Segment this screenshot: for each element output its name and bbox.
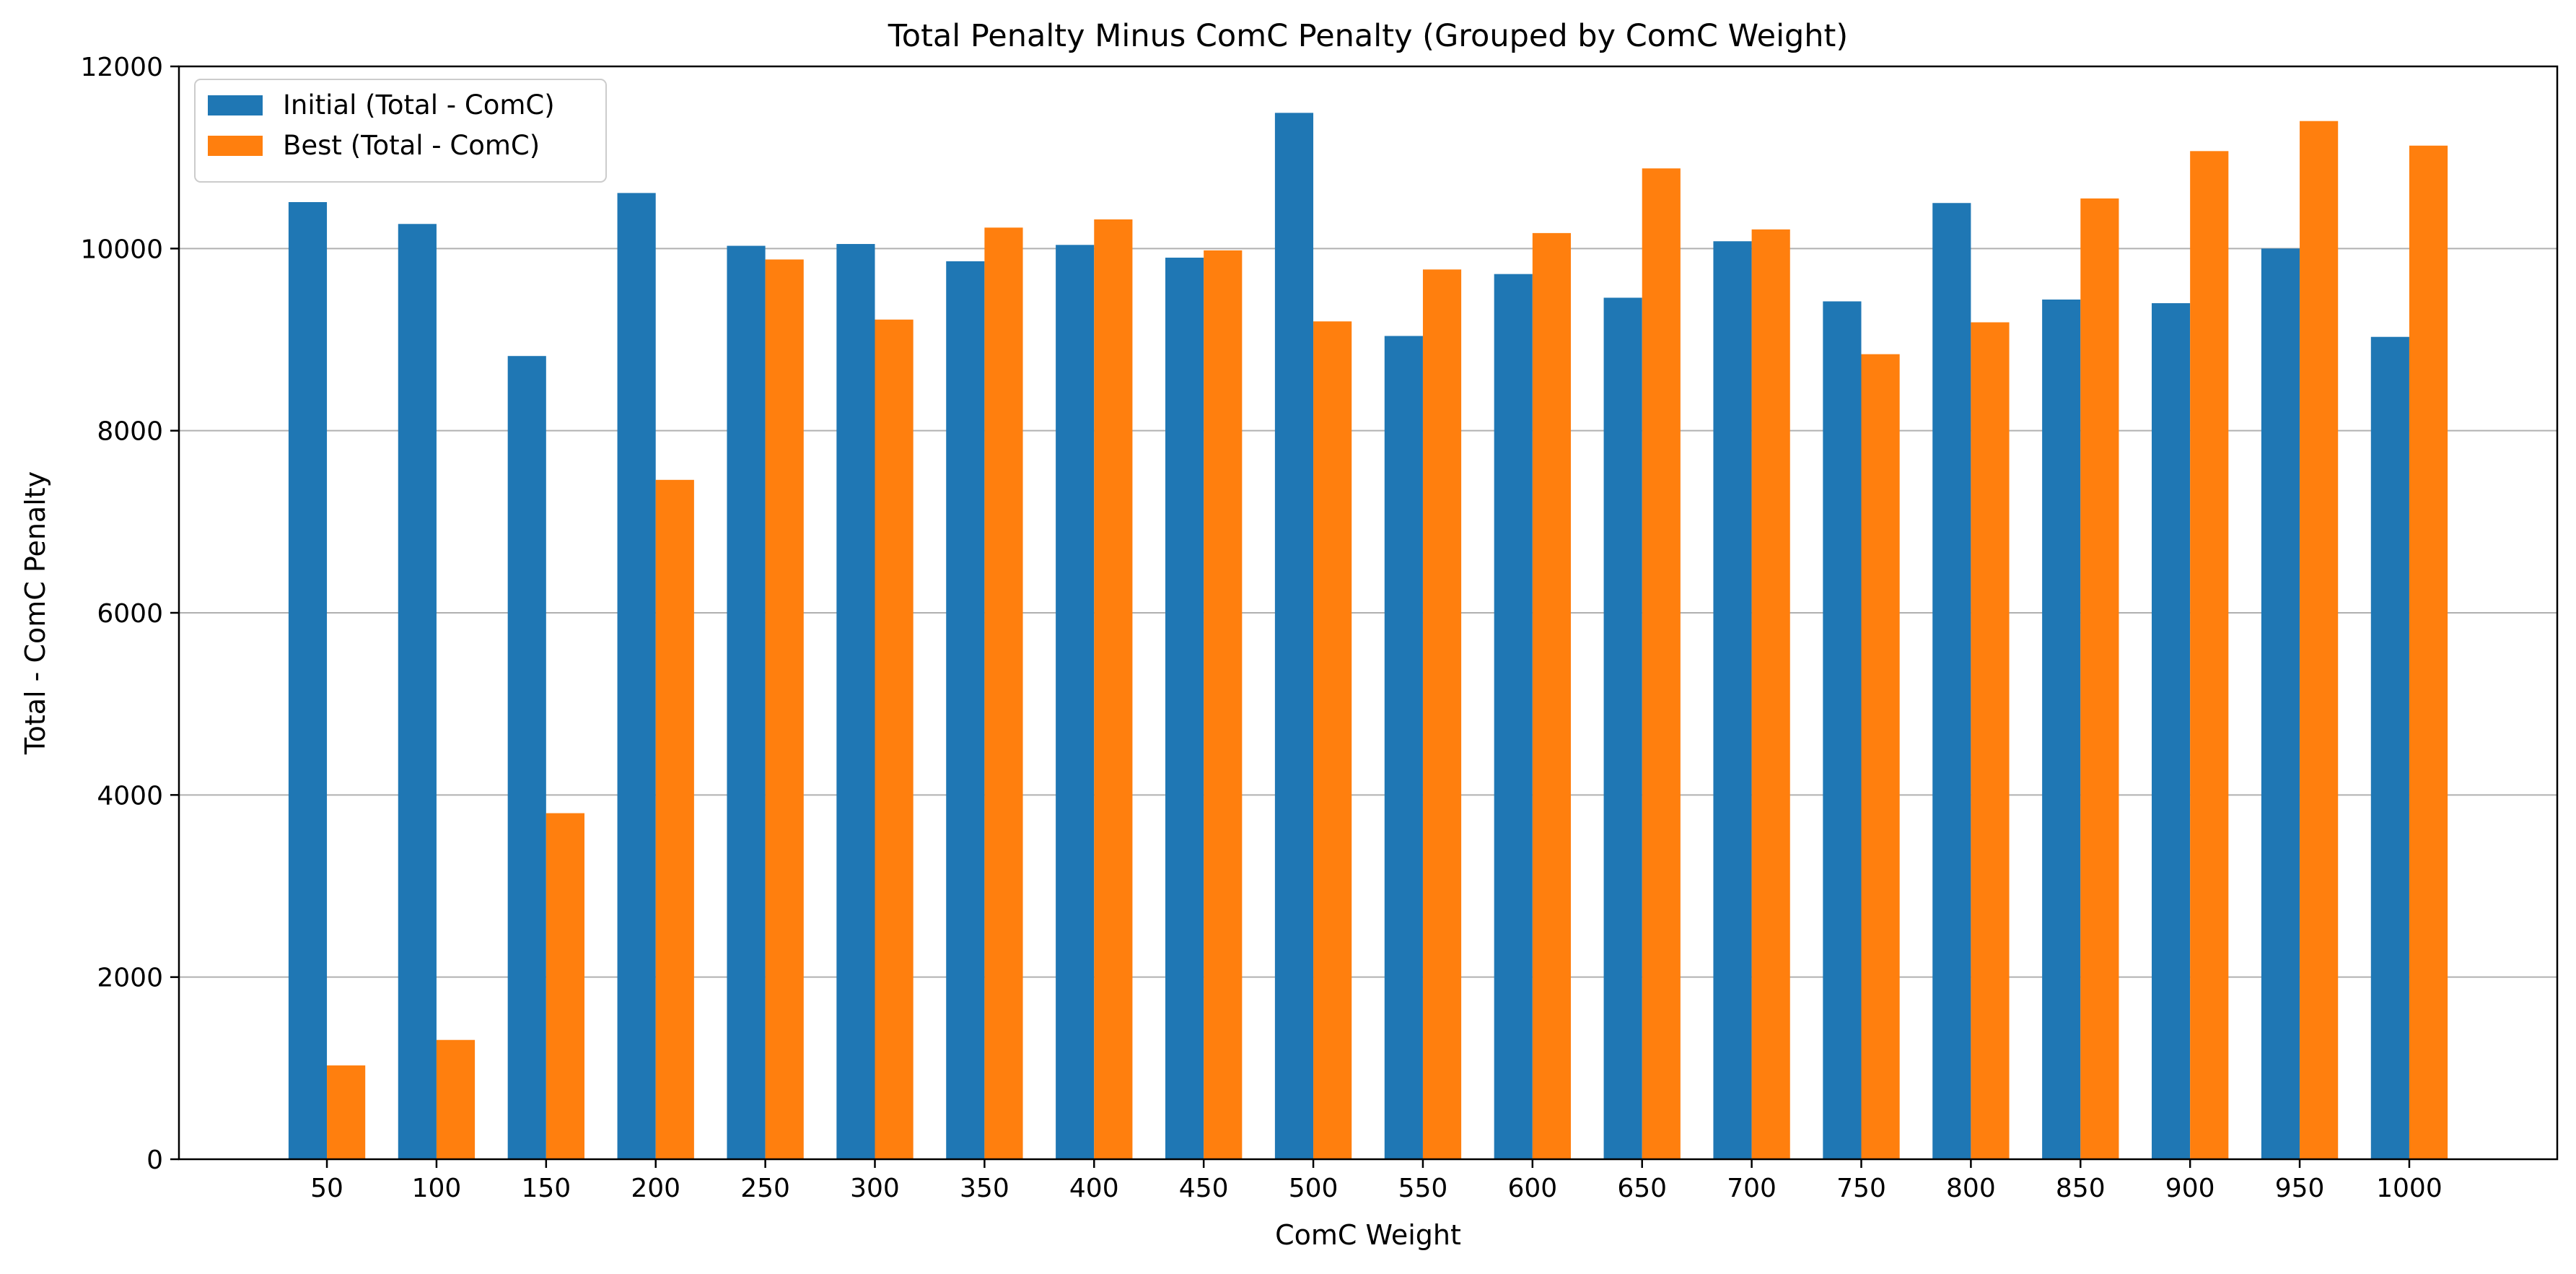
bar-best-100: [436, 1039, 476, 1159]
y-tick-label: 8000: [97, 417, 163, 447]
bar-best-250: [765, 259, 804, 1159]
x-tick-label: 950: [2275, 1174, 2325, 1203]
bar-initial-600: [1494, 274, 1533, 1159]
bar-initial-900: [2152, 303, 2191, 1159]
bar-best-550: [1422, 269, 1462, 1159]
bar-best-700: [1751, 229, 1790, 1159]
bar-best-350: [984, 227, 1023, 1160]
x-tick-label: 100: [412, 1174, 462, 1203]
bar-initial-650: [1603, 297, 1642, 1159]
x-tick-label: 850: [2056, 1174, 2106, 1203]
x-tick-label: 750: [1836, 1174, 1886, 1203]
x-tick-label: 550: [1398, 1174, 1448, 1203]
x-tick-label: 1000: [2376, 1174, 2443, 1203]
bar-initial-350: [946, 261, 985, 1159]
bar-initial-700: [1713, 241, 1752, 1159]
bar-initial-200: [617, 193, 656, 1159]
bar-best-500: [1313, 321, 1352, 1160]
x-tick-label: 150: [521, 1174, 571, 1203]
bar-best-1000: [2409, 145, 2448, 1159]
x-tick-label: 200: [631, 1174, 680, 1203]
y-tick-label: 2000: [97, 964, 163, 993]
x-tick-label: 500: [1289, 1174, 1339, 1203]
x-tick-label: 600: [1507, 1174, 1557, 1203]
legend-label-initial: Initial (Total - ComC): [283, 90, 555, 121]
x-tick-label: 50: [310, 1174, 343, 1203]
bar-initial-500: [1274, 113, 1314, 1160]
legend-label-best: Best (Total - ComC): [283, 130, 540, 161]
bars: [288, 113, 2448, 1160]
bar-best-900: [2190, 151, 2229, 1160]
legend-swatch-best: [208, 136, 263, 156]
x-tick-label: 800: [1946, 1174, 1996, 1203]
y-tick-label: 12000: [80, 53, 163, 82]
y-tick-label: 6000: [97, 599, 163, 629]
x-tick-label: 650: [1617, 1174, 1667, 1203]
bar-initial-950: [2261, 248, 2300, 1159]
bar-best-750: [1861, 354, 1900, 1160]
bar-best-150: [546, 813, 584, 1159]
bar-best-800: [1971, 322, 2010, 1159]
axis-ticks: 0 2000 4000 6000 8000 10000 12000 50 100 150 200 25…: [80, 53, 2442, 1203]
bar-best-50: [327, 1065, 366, 1159]
x-tick-label: 700: [1727, 1174, 1777, 1203]
x-axis-label: ComC Weight: [1275, 1219, 1461, 1251]
y-tick-label: 4000: [97, 781, 163, 811]
bar-best-450: [1204, 250, 1243, 1159]
legend-box: [194, 79, 607, 183]
y-tick-label: 10000: [80, 235, 163, 264]
x-tick-label: 250: [740, 1174, 790, 1203]
bar-best-650: [1642, 168, 1681, 1160]
bar-initial-750: [1823, 301, 1862, 1159]
bar-initial-50: [288, 201, 328, 1160]
bar-initial-150: [507, 356, 546, 1160]
x-tick-label: 900: [2165, 1174, 2215, 1203]
bar-best-600: [1532, 232, 1571, 1159]
bar-initial-300: [836, 244, 875, 1159]
bar-best-950: [2300, 121, 2339, 1160]
bar-initial-400: [1056, 245, 1095, 1160]
bar-initial-100: [398, 224, 437, 1160]
x-tick-label: 300: [850, 1174, 900, 1203]
x-tick-label: 450: [1179, 1174, 1229, 1203]
bar-best-200: [655, 479, 694, 1159]
y-axis-label: Total - ComC Penalty: [19, 471, 51, 755]
bar-best-300: [875, 319, 914, 1159]
bar-initial-450: [1165, 257, 1204, 1160]
legend-swatch-initial: [208, 95, 263, 115]
legend: Initial (Total - ComC) Best (Total - ComC…: [194, 79, 607, 183]
bar-best-850: [2080, 198, 2119, 1160]
x-tick-label: 350: [960, 1174, 1009, 1203]
y-tick-label: 0: [146, 1146, 163, 1175]
bar-initial-800: [1932, 203, 1971, 1159]
bar-initial-1000: [2370, 336, 2409, 1160]
bar-initial-250: [727, 245, 766, 1159]
bar-best-400: [1094, 219, 1133, 1160]
bar-initial-850: [2042, 299, 2081, 1159]
x-tick-label: 400: [1069, 1174, 1119, 1203]
chart-title: Total Penalty Minus ComC Penalty (Groupe…: [888, 18, 1848, 54]
bar-initial-550: [1384, 336, 1423, 1159]
